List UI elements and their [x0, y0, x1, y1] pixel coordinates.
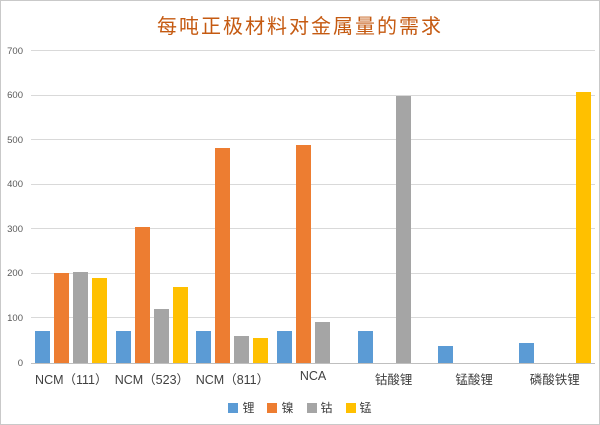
bar-钴-钴酸锂: [395, 95, 411, 363]
bar-锂-NCM（111）: [35, 330, 51, 363]
gridline-100: [31, 317, 595, 319]
bar-镍-NCA: [296, 145, 312, 363]
bar-group-钴酸锂: [353, 51, 434, 363]
bar-钴-NCM（111）: [73, 271, 89, 363]
bar-groups: [31, 51, 595, 363]
y-tick-label: 600: [7, 90, 23, 102]
y-tick-label: 100: [7, 312, 23, 324]
bar-锂-锰酸锂: [438, 345, 454, 363]
legend-label-锰: 锰: [359, 401, 372, 415]
gridline-700: [31, 50, 595, 51]
legend-item-锰: 锰: [345, 399, 372, 416]
chart-title: 每吨正极材料对金属量的需求: [157, 16, 443, 38]
x-axis-label-NCA: NCA: [299, 369, 327, 383]
bar-group-NCA: [273, 51, 354, 363]
gridline-600: [31, 94, 595, 96]
bar-锂-钴酸锂: [357, 331, 373, 363]
gridline-500: [31, 139, 595, 141]
x-axis-label-磷酸铁锂: 磷酸铁锂: [529, 373, 580, 387]
y-tick-label: 0: [17, 357, 23, 369]
gridline-300: [31, 228, 595, 230]
x-axis-label-NCM（811）: NCM（811）: [195, 373, 270, 387]
bar-锂-NCA: [277, 330, 293, 363]
y-tick-label: 300: [7, 223, 23, 235]
legend-item-镍: 镍: [267, 399, 294, 416]
legend-label-镍: 镍: [281, 401, 294, 415]
legend-label-钴: 钴: [320, 401, 333, 415]
bar-镍-NCM（111）: [54, 272, 70, 363]
bar-group-NCM（111）: [31, 51, 112, 363]
y-axis: 0 100 200 300 400 500 600 700: [1, 46, 27, 369]
legend-item-锂: 锂: [228, 399, 254, 416]
bar-锂-NCM（523）: [115, 330, 131, 363]
x-axis-label-NCM（111）: NCM（111）: [35, 373, 108, 387]
bar-锰-NCM（811）: [253, 338, 269, 363]
gridline-200: [31, 272, 595, 274]
bar-钴-NCA: [315, 322, 331, 363]
bar-镍-NCM（811）: [215, 147, 231, 363]
legend-item-钴: 钴: [306, 399, 333, 416]
legend-swatch-锂: [228, 402, 239, 413]
bar-镍-NCM（523）: [134, 227, 150, 363]
x-axis-label-锰酸锂: 锰酸锂: [455, 373, 493, 387]
bar-group-锰酸锂: [434, 51, 515, 363]
x-axis-label-钴酸锂: 钴酸锂: [374, 373, 413, 387]
bar-group-NCM（811）: [192, 51, 273, 363]
bar-锰-NCM（111）: [92, 278, 108, 363]
gridline-400: [31, 183, 595, 185]
y-tick-label: 400: [7, 179, 23, 191]
bar-钴-NCM（523）: [153, 308, 169, 363]
y-tick-label: 200: [7, 268, 23, 280]
legend-swatch-锰: [345, 402, 356, 413]
bar-group-磷酸铁锂: [514, 51, 595, 363]
bar-锰-磷酸铁锂: [575, 92, 591, 363]
bar-锰-NCM（523）: [172, 287, 188, 363]
legend-swatch-镍: [267, 402, 278, 413]
y-tick-label: 500: [7, 134, 23, 146]
bar-锂-NCM（811）: [196, 330, 212, 363]
y-tick-label: 700: [7, 45, 23, 57]
bar-钴-NCM（811）: [234, 335, 250, 363]
bar-group-NCM（523）: [112, 51, 193, 363]
legend: 锂镍钴锰: [1, 399, 599, 416]
bar-锂-磷酸铁锂: [518, 343, 534, 363]
x-axis-label-NCM（523）: NCM（523）: [114, 373, 190, 387]
plot-area: [31, 50, 595, 364]
legend-swatch-钴: [306, 402, 317, 413]
x-axis-labels: NCM（111） NCM（523） NCM（811） NCA 钴酸锂 锰酸锂 磷酸铁锂: [31, 369, 595, 388]
legend-label-锂: 锂: [242, 401, 255, 415]
